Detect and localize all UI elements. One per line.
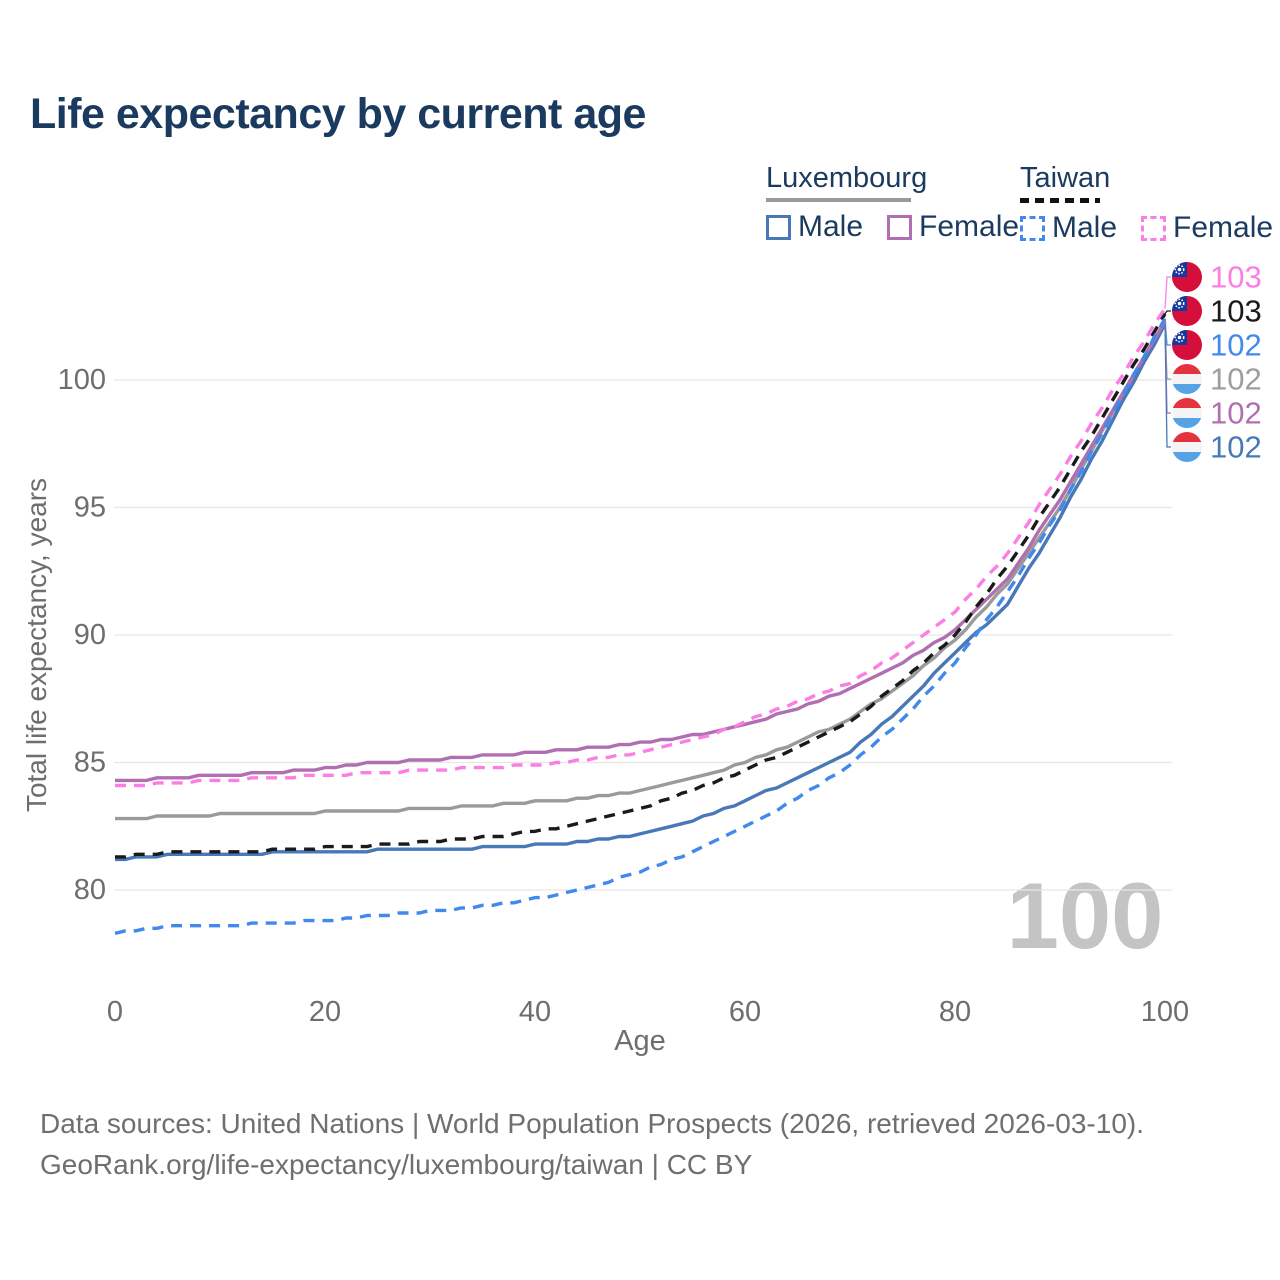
legend-item-luxembourg-female[interactable]: Female xyxy=(887,212,1019,242)
y-tick-label: 85 xyxy=(74,747,106,779)
end-value-label-taiwan-male: 102 xyxy=(1210,328,1262,363)
luxembourg-flag-icon xyxy=(1172,432,1202,462)
footer-line-sources: Data sources: United Nations | World Pop… xyxy=(40,1108,1145,1139)
legend-item-label: Female xyxy=(1173,211,1274,244)
legend-group-luxembourg: Luxembourg Male Female xyxy=(766,163,1043,242)
connector-taiwan xyxy=(1164,310,1171,315)
x-axis-tick-labels: 0 20 40 60 80 100 xyxy=(107,996,1189,1028)
legend-item-taiwan-male[interactable]: Male xyxy=(1020,213,1117,243)
series-line-taiwan-male xyxy=(114,317,1167,936)
watermark-100: 100 xyxy=(1007,863,1164,968)
legend-underline-dashed-icon xyxy=(1020,198,1100,203)
series-line-taiwan xyxy=(115,312,1167,859)
y-tick-label: 100 xyxy=(58,364,106,396)
x-tick-label: 100 xyxy=(1141,996,1189,1028)
y-tick-label: 90 xyxy=(74,619,106,651)
x-tick-label: 20 xyxy=(309,996,341,1028)
taiwan-flag-icon xyxy=(1172,262,1202,292)
taiwan-flag-icon xyxy=(1172,296,1202,326)
end-value-label-taiwan: 103 xyxy=(1210,294,1262,329)
x-tick-label: 60 xyxy=(729,996,761,1028)
y-tick-label: 95 xyxy=(74,492,106,524)
end-value-label-luxembourg-female: 102 xyxy=(1210,396,1262,431)
footer-line-url: GeoRank.org/life-expectancy/luxembourg/t… xyxy=(40,1149,753,1180)
y-axis-tick-labels: 80 85 90 95 100 xyxy=(58,364,106,906)
series-line-luxembourg-female xyxy=(115,320,1167,783)
x-tick-label: 0 xyxy=(107,996,123,1028)
connector-taiwan-female xyxy=(1164,276,1171,309)
end-value-label-luxembourg: 102 xyxy=(1210,362,1262,397)
taiwan-flag-icon xyxy=(1172,330,1202,360)
connector-luxembourg-male xyxy=(1164,323,1171,448)
legend-swatch-luxembourg-male-icon[interactable] xyxy=(766,214,791,240)
legend-group-taiwan: Taiwan Male Female xyxy=(1020,163,1280,243)
x-tick-label: 80 xyxy=(939,996,971,1028)
series-line-luxembourg-male xyxy=(115,323,1167,862)
end-label-connectors xyxy=(1164,276,1171,448)
legend-swatch-luxembourg-female-icon[interactable] xyxy=(887,214,913,240)
data-source-footer: Data sources: United Nations | World Pop… xyxy=(40,1103,1144,1185)
series-line-taiwan-female xyxy=(115,307,1167,788)
gridlines xyxy=(114,379,1172,891)
luxembourg-flag-icon xyxy=(1172,398,1202,428)
legend-country-taiwan: Taiwan xyxy=(1020,162,1111,194)
legend-item-label: Female xyxy=(919,210,1020,243)
page-title: Life expectancy by current age xyxy=(30,90,646,138)
x-tick-label: 40 xyxy=(519,996,551,1028)
luxembourg-flag-icon xyxy=(1172,364,1202,394)
y-axis-title: Total life expectancy, years xyxy=(21,478,52,812)
legend-item-label: Male xyxy=(798,210,864,243)
legend-country-luxembourg: Luxembourg xyxy=(766,162,928,194)
end-value-label-luxembourg-male: 102 xyxy=(1210,430,1262,465)
legend-swatch-taiwan-female-icon[interactable] xyxy=(1141,215,1167,241)
end-value-label-taiwan-female: 103 xyxy=(1210,260,1262,295)
x-axis-title: Age xyxy=(614,1025,666,1057)
legend-underline-solid-icon xyxy=(766,198,911,202)
series-line-luxembourg xyxy=(115,320,1167,821)
legend-swatch-taiwan-male-icon[interactable] xyxy=(1020,215,1045,241)
legend-item-taiwan-female[interactable]: Female xyxy=(1141,213,1273,243)
legend-item-luxembourg-male[interactable]: Male xyxy=(766,212,863,242)
y-tick-label: 80 xyxy=(74,874,106,906)
legend-item-label: Male xyxy=(1052,211,1118,244)
series-lines xyxy=(114,307,1167,936)
